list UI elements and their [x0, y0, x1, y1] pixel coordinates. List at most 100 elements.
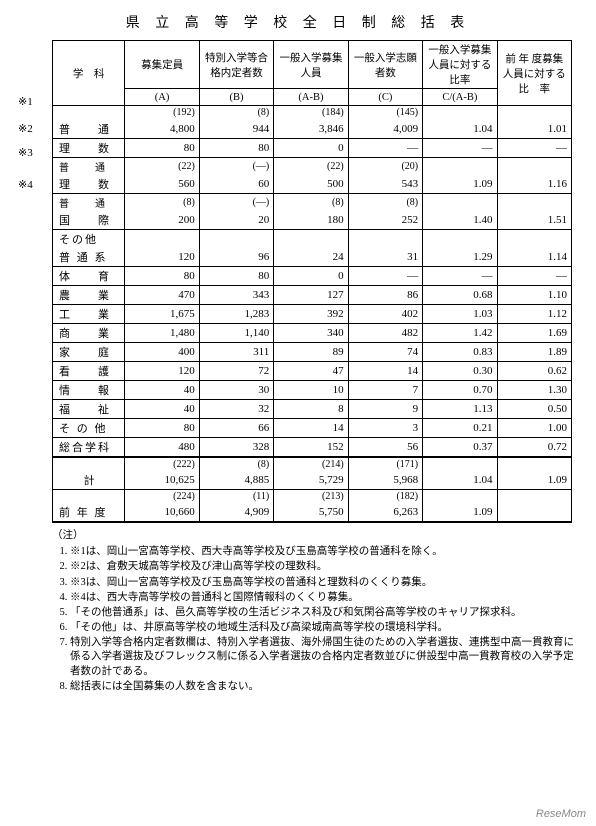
cell-num: 252 — [348, 211, 422, 230]
table-row: 計10,6254,8855,7295,9681.041.09 — [53, 471, 572, 490]
cell-num: 1,283 — [199, 304, 273, 323]
cell-num: (22) — [125, 157, 199, 175]
cell-num — [497, 229, 571, 248]
cell-num — [423, 157, 497, 175]
table-row: 商 業1,4801,1403404821.421.69 — [53, 323, 572, 342]
cell-num: 10,660 — [125, 503, 199, 522]
page-title: 県 立 高 等 学 校 全 日 制 総 括 表 — [18, 12, 578, 32]
cell-num: 14 — [348, 361, 422, 380]
cell-num — [199, 229, 273, 248]
cell-num: (145) — [348, 106, 422, 120]
cell-num: (192) — [125, 106, 199, 120]
cell-dept: 計 — [53, 471, 125, 490]
cell-num: 32 — [199, 399, 273, 418]
cell-num: (22) — [274, 157, 348, 175]
cell-num — [497, 106, 571, 120]
cell-num: (11) — [199, 489, 273, 503]
cell-num: 0 — [274, 138, 348, 157]
th-C-sub: (C) — [348, 89, 422, 106]
cell-num: 80 — [199, 138, 273, 157]
cell-num: (171) — [348, 457, 422, 471]
cell-num: 8 — [274, 399, 348, 418]
cell-num — [423, 106, 497, 120]
note-item: 「その他普通系」は、邑久高等学校の生活ビジネス科及び和気閑谷高等学校のキャリア探… — [70, 606, 578, 620]
cell-num: 1,675 — [125, 304, 199, 323]
table-row: 農 業470343127860.681.10 — [53, 285, 572, 304]
cell-num: 1.00 — [497, 418, 571, 437]
cell-dept: その他 — [53, 229, 125, 248]
cell-num: 120 — [125, 248, 199, 267]
cell-num: 1.51 — [497, 211, 571, 230]
cell-num: (8) — [348, 193, 422, 211]
cell-num: 1.09 — [423, 503, 497, 522]
cell-num: 4,800 — [125, 120, 199, 139]
cell-num: 1.10 — [497, 285, 571, 304]
cell-num: (213) — [274, 489, 348, 503]
table-row: 福 祉4032891.130.50 — [53, 399, 572, 418]
cell-num: 543 — [348, 175, 422, 194]
cell-num: 80 — [125, 138, 199, 157]
marker-2: ※2 — [18, 119, 52, 137]
note-item: 特別入学等合格内定者数欄は、特別入学者選抜、海外帰国生徒のための入学者選抜、連携… — [70, 636, 578, 679]
cell-num: 400 — [125, 342, 199, 361]
cell-num: (—) — [199, 193, 273, 211]
cell-num: — — [497, 266, 571, 285]
note-item: ※2は、倉敷天城高等学校及び津山高等学校の理数科。 — [70, 560, 578, 574]
table-row: 理 数80800——— — [53, 138, 572, 157]
cell-num: (8) — [199, 106, 273, 120]
cell-dept: 総合学科 — [53, 437, 125, 457]
cell-num: (182) — [348, 489, 422, 503]
side-markers: ※1 ※2 ※3 ※4 — [18, 40, 52, 523]
cell-num: 1.89 — [497, 342, 571, 361]
cell-num: 9 — [348, 399, 422, 418]
cell-num: 10 — [274, 380, 348, 399]
th-B-sub: (B) — [199, 89, 273, 106]
cell-num: 3,846 — [274, 120, 348, 139]
cell-num: (224) — [125, 489, 199, 503]
cell-num: (222) — [125, 457, 199, 471]
table-body: (192)(8)(184)(145)普 通4,8009443,8464,0091… — [53, 106, 572, 523]
cell-num — [423, 457, 497, 471]
cell-num: (20) — [348, 157, 422, 175]
cell-num: 0.68 — [423, 285, 497, 304]
table-row: 工 業1,6751,2833924021.031.12 — [53, 304, 572, 323]
cell-num: 74 — [348, 342, 422, 361]
cell-dept: 普 通 — [53, 120, 125, 139]
marker-1: ※1 — [18, 84, 52, 119]
cell-num: 0.70 — [423, 380, 497, 399]
cell-num: 200 — [125, 211, 199, 230]
cell-num: 5,968 — [348, 471, 422, 490]
cell-num: 120 — [125, 361, 199, 380]
cell-num: 56 — [348, 437, 422, 457]
cell-num: 60 — [199, 175, 273, 194]
cell-num: 0.50 — [497, 399, 571, 418]
cell-num: 0.30 — [423, 361, 497, 380]
cell-num: 10,625 — [125, 471, 199, 490]
notes-block: （注） ※1は、岡山一宮高等学校、西大寺高等学校及び玉島高等学校の普通科を除く。… — [18, 529, 578, 694]
cell-num: (8) — [199, 457, 273, 471]
note-item: ※1は、岡山一宮高等学校、西大寺高等学校及び玉島高等学校の普通科を除く。 — [70, 545, 578, 559]
cell-num: 180 — [274, 211, 348, 230]
note-item: ※4は、西大寺高等学校の普通科と国際情報科のくくり募集。 — [70, 591, 578, 605]
summary-table: 学 科 募集定員 特別入学等合格内定者数 一般入学募集人員 一般入学志願者数 一… — [52, 40, 572, 523]
th-ratio: 一般入学募集人員に対する比率 — [423, 41, 497, 89]
note-item: ※3は、岡山一宮高等学校及び玉島高等学校の普通科と理数科のくくり募集。 — [70, 576, 578, 590]
cell-dept: 前 年 度 — [53, 503, 125, 522]
cell-num: — — [348, 138, 422, 157]
cell-num: 1.40 — [423, 211, 497, 230]
cell-num: 1.30 — [497, 380, 571, 399]
th-B: 特別入学等合格内定者数 — [199, 41, 273, 89]
cell-num — [125, 229, 199, 248]
cell-dept: 普 通 — [53, 193, 125, 211]
cell-num: 5,750 — [274, 503, 348, 522]
cell-num: 80 — [125, 266, 199, 285]
cell-num: 0.21 — [423, 418, 497, 437]
cell-num: 66 — [199, 418, 273, 437]
table-row: 前 年 度10,6604,9095,7506,2631.09 — [53, 503, 572, 522]
cell-num — [423, 229, 497, 248]
cell-num: — — [348, 266, 422, 285]
cell-num: 0.62 — [497, 361, 571, 380]
table-row-paren: (192)(8)(184)(145) — [53, 106, 572, 120]
cell-num: (8) — [274, 193, 348, 211]
note-item: 総括表には全国募集の人数を含まない。 — [70, 680, 578, 694]
